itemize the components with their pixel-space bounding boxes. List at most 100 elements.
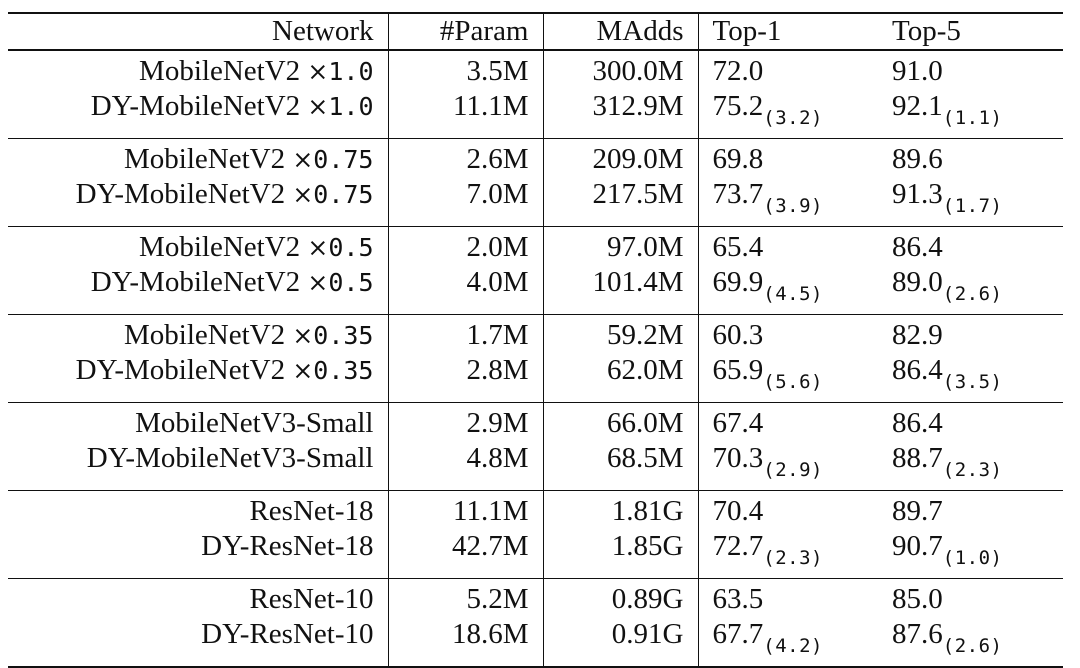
cell-network: MobileNetV2 ×0.75 — [8, 138, 389, 177]
header-param: #Param — [388, 13, 544, 50]
cell-top1: 65.4 — [698, 227, 878, 266]
network-name: DY-MobileNetV2 — [90, 90, 301, 122]
cell-top5: 91.0 — [878, 50, 1063, 89]
cell-network: DY-ResNet-18 — [8, 529, 389, 579]
cell-param: 42.7M — [388, 529, 544, 579]
table-row: DY-MobileNetV3-Small 4.8M 68.5M 70.3(2.9) 88… — [8, 441, 1063, 491]
cell-top1: 65.9(5.6) — [698, 353, 878, 403]
cell-top5: 85.0 — [878, 579, 1063, 618]
cell-madds: 312.9M — [543, 89, 699, 139]
top5-improvement: (2.3) — [942, 459, 1003, 481]
cell-param: 2.6M — [388, 138, 544, 177]
top5-value: 89.0 — [892, 266, 943, 298]
cell-top1: 67.7(4.2) — [698, 617, 878, 667]
table-group: MobileNetV2 ×0.5 2.0M 97.0M 65.4 86.4 DY-Mobi… — [8, 226, 1063, 315]
top5-improvement: (1.0) — [942, 547, 1003, 569]
network-name: MobileNetV3-Small — [135, 407, 374, 439]
cell-network: DY-MobileNetV2 ×0.35 — [8, 353, 389, 403]
cell-network: DY-MobileNetV3-Small — [8, 441, 389, 491]
cell-top5: 92.1(1.1) — [878, 89, 1063, 139]
cell-madds: 1.81G — [543, 490, 699, 529]
table-row: DY-ResNet-18 42.7M 1.85G 72.7(2.3) 90.7(1.0) — [8, 529, 1063, 579]
table-group: ResNet-18 11.1M 1.81G 70.4 89.7 DY-ResNet-18 4… — [8, 490, 1063, 579]
cell-network: DY-MobileNetV2 ×1.0 — [8, 89, 389, 139]
top5-value: 85.0 — [892, 583, 943, 615]
cell-top1: 72.0 — [698, 50, 878, 89]
cell-param: 3.5M — [388, 50, 544, 89]
top1-value: 60.3 — [712, 319, 764, 351]
cell-param: 11.1M — [388, 490, 544, 529]
cell-top1: 73.7(3.9) — [698, 177, 878, 227]
width-multiplier-sign: × — [292, 356, 314, 385]
table-row: ResNet-18 11.1M 1.81G 70.4 89.7 — [8, 490, 1063, 530]
cell-network: MobileNetV2 ×0.35 — [8, 314, 389, 353]
top5-improvement: (1.1) — [942, 107, 1003, 129]
top5-value: 91.0 — [892, 55, 943, 87]
cell-top5: 89.7 — [878, 491, 1063, 530]
table-row: DY-MobileNetV2 ×0.35 2.8M 62.0M 65.9(5.6) 86… — [8, 353, 1063, 403]
network-name: DY-MobileNetV2 — [75, 178, 286, 210]
network-name: DY-ResNet-18 — [201, 530, 374, 562]
top1-value: 67.4 — [712, 407, 764, 439]
cell-top5: 82.9 — [878, 315, 1063, 354]
cell-param: 4.0M — [388, 265, 544, 315]
top1-value: 65.9 — [712, 354, 764, 386]
cell-network: DY-ResNet-10 — [8, 617, 389, 667]
network-name: DY-ResNet-10 — [201, 618, 374, 650]
width-multiplier-value: 1.0 — [328, 92, 374, 121]
cell-top1: 70.4 — [698, 491, 878, 530]
header-top5: Top-5 — [892, 15, 961, 47]
cell-param: 4.8M — [388, 441, 544, 491]
table-row: MobileNetV2 ×0.5 2.0M 97.0M 65.4 86.4 — [8, 226, 1063, 266]
cell-top5: 87.6(2.6) — [878, 617, 1063, 667]
top5-value: 92.1 — [892, 90, 943, 122]
cell-madds: 97.0M — [543, 226, 699, 265]
network-name: ResNet-10 — [249, 583, 374, 615]
table-row: MobileNetV2 ×1.0 3.5M 300.0M 72.0 91.0 — [8, 50, 1063, 89]
cell-madds: 101.4M — [543, 265, 699, 315]
cell-top1: 69.8 — [698, 139, 878, 178]
cell-param: 18.6M — [388, 617, 544, 667]
cell-top5: 86.4(3.5) — [878, 353, 1063, 403]
top1-improvement: (2.3) — [763, 547, 823, 569]
top1-improvement: (4.2) — [763, 635, 823, 657]
table-row: MobileNetV2 ×0.35 1.7M 59.2M 60.3 82.9 — [8, 314, 1063, 354]
top5-value: 86.4 — [892, 354, 943, 386]
cell-param: 2.9M — [388, 402, 544, 441]
top5-value: 88.7 — [892, 442, 943, 474]
cell-madds: 62.0M — [543, 353, 699, 403]
cell-madds: 59.2M — [543, 314, 699, 353]
cell-top1: 72.7(2.3) — [698, 529, 878, 579]
width-multiplier-value: 0.5 — [328, 268, 374, 297]
cell-top1: 69.9(4.5) — [698, 265, 878, 315]
cell-param: 7.0M — [388, 177, 544, 227]
top1-improvement: (3.9) — [763, 195, 823, 217]
cell-network: DY-MobileNetV2 ×0.75 — [8, 177, 389, 227]
top1-value: 72.0 — [712, 55, 764, 87]
cell-network: MobileNetV2 ×1.0 — [8, 50, 389, 89]
header-madds: MAdds — [543, 13, 699, 50]
width-multiplier-value: 1.0 — [328, 57, 374, 86]
top1-value: 73.7 — [712, 178, 764, 210]
cell-top5: 89.6 — [878, 139, 1063, 178]
top1-value: 63.5 — [712, 583, 764, 615]
width-multiplier-value: 0.75 — [313, 180, 374, 209]
cell-madds: 209.0M — [543, 138, 699, 177]
cell-madds: 217.5M — [543, 177, 699, 227]
results-table-container: Network #Param MAdds Top-1 Top-5 MobileN… — [8, 12, 1063, 668]
top5-improvement: (1.7) — [942, 195, 1003, 217]
top5-improvement: (2.6) — [942, 635, 1003, 657]
table-row: DY-MobileNetV2 ×1.0 11.1M 312.9M 75.2(3.2) 9… — [8, 89, 1063, 139]
cell-top5: 91.3(1.7) — [878, 177, 1063, 227]
cell-param: 2.8M — [388, 353, 544, 403]
cell-network: ResNet-18 — [8, 490, 389, 529]
cell-top5: 86.4 — [878, 227, 1063, 266]
top5-improvement: (2.6) — [942, 283, 1003, 305]
table-row: DY-MobileNetV2 ×0.75 7.0M 217.5M 73.7(3.9) 9… — [8, 177, 1063, 227]
table-group: ResNet-10 5.2M 0.89G 63.5 85.0 DY-ResNet-10 18… — [8, 578, 1063, 667]
width-multiplier-sign: × — [292, 180, 314, 209]
width-multiplier-sign: × — [307, 233, 329, 262]
cell-madds: 300.0M — [543, 50, 699, 89]
table-row: MobileNetV2 ×0.75 2.6M 209.0M 69.8 89.6 — [8, 138, 1063, 178]
cell-madds: 66.0M — [543, 402, 699, 441]
